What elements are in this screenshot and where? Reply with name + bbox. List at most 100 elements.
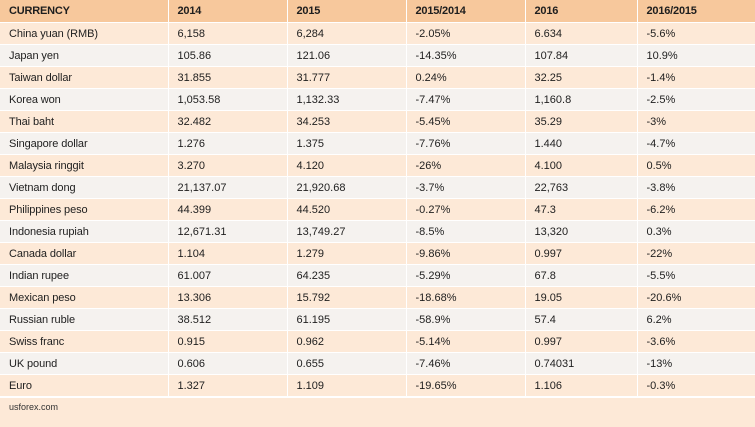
value-cell: 13,320	[525, 220, 638, 243]
value-cell: -3.6%	[637, 330, 755, 353]
value-cell: 1,132.33	[287, 88, 407, 111]
currency-name-cell: UK pound	[0, 352, 169, 375]
table-row: Japan yen 105.86 121.06 -14.35% 107.84 10.9%	[0, 44, 755, 67]
value-cell: 4.120	[287, 154, 407, 177]
table-row: Mexican peso 13.306 15.792 -18.68% 19.05 -20.…	[0, 286, 755, 309]
value-cell: 4.100	[525, 154, 638, 177]
currency-name-cell: Taiwan dollar	[0, 66, 169, 89]
value-cell: 31.855	[168, 66, 288, 89]
value-cell: -2.5%	[637, 88, 755, 111]
value-cell: 0.3%	[637, 220, 755, 243]
currency-name-cell: Japan yen	[0, 44, 169, 67]
value-cell: 44.399	[168, 198, 288, 221]
value-cell: 1.109	[287, 374, 407, 397]
value-cell: -4.7%	[637, 132, 755, 155]
value-cell: -3.8%	[637, 176, 755, 199]
value-cell: 0.915	[168, 330, 288, 353]
value-cell: 1,160.8	[525, 88, 638, 111]
table-row: Vietnam dong 21,137.07 21,920.68 -3.7% 22,76…	[0, 176, 755, 199]
value-cell: -0.3%	[637, 374, 755, 397]
value-cell: 0.997	[525, 242, 638, 265]
value-cell: 34.253	[287, 110, 407, 133]
value-cell: 13,749.27	[287, 220, 407, 243]
currency-name-cell: Vietnam dong	[0, 176, 169, 199]
value-cell: 6.634	[525, 22, 638, 45]
table-row: Indian rupee 61.007 64.235 -5.29% 67.8 -5.5%	[0, 264, 755, 287]
value-cell: -22%	[637, 242, 755, 265]
currency-name-cell: Mexican peso	[0, 286, 169, 309]
value-cell: 22,763	[525, 176, 638, 199]
value-cell: 31.777	[287, 66, 407, 89]
value-cell: 3.270	[168, 154, 288, 177]
value-cell: 1,053.58	[168, 88, 288, 111]
value-cell: -20.6%	[637, 286, 755, 309]
table-row: Thai baht 32.482 34.253 -5.45% 35.29 -3%	[0, 110, 755, 133]
value-cell: 13.306	[168, 286, 288, 309]
value-cell: 107.84	[525, 44, 638, 67]
value-cell: 1.440	[525, 132, 638, 155]
value-cell: 67.8	[525, 264, 638, 287]
column-header-2015: 2015	[287, 0, 407, 23]
value-cell: 1.279	[287, 242, 407, 265]
currency-name-cell: Indian rupee	[0, 264, 169, 287]
value-cell: 15.792	[287, 286, 407, 309]
table-row: Malaysia ringgit 3.270 4.120 -26% 4.100 0.5%	[0, 154, 755, 177]
value-cell: -5.5%	[637, 264, 755, 287]
table-row: Taiwan dollar 31.855 31.777 0.24% 32.25 -1.4%	[0, 66, 755, 89]
value-cell: -7.46%	[406, 352, 526, 375]
value-cell: 64.235	[287, 264, 407, 287]
table-row: Korea won 1,053.58 1,132.33 -7.47% 1,160.8 -2…	[0, 88, 755, 111]
value-cell: 1.104	[168, 242, 288, 265]
value-cell: -19.65%	[406, 374, 526, 397]
value-cell: 6,158	[168, 22, 288, 45]
value-cell: 1.375	[287, 132, 407, 155]
table-row: UK pound 0.606 0.655 -7.46% 0.74031 -13%	[0, 352, 755, 375]
value-cell: -3.7%	[406, 176, 526, 199]
table-row: Swiss franc 0.915 0.962 -5.14% 0.997 -3.6%	[0, 330, 755, 353]
value-cell: 121.06	[287, 44, 407, 67]
value-cell: 1.276	[168, 132, 288, 155]
table-row: Indonesia rupiah 12,671.31 13,749.27 -8.5% 1…	[0, 220, 755, 243]
value-cell: 0.24%	[406, 66, 526, 89]
value-cell: 6,284	[287, 22, 407, 45]
value-cell: 57.4	[525, 308, 638, 331]
column-header-2015-2014: 2015/2014	[406, 0, 526, 23]
value-cell: 12,671.31	[168, 220, 288, 243]
value-cell: 21,137.07	[168, 176, 288, 199]
table-body: China yuan (RMB) 6,158 6,284 -2.05% 6.634 -5.…	[0, 22, 755, 397]
value-cell: 0.997	[525, 330, 638, 353]
value-cell: 21,920.68	[287, 176, 407, 199]
value-cell: -18.68%	[406, 286, 526, 309]
table-row: China yuan (RMB) 6,158 6,284 -2.05% 6.634 -5.…	[0, 22, 755, 45]
currency-name-cell: Malaysia ringgit	[0, 154, 169, 177]
value-cell: -7.76%	[406, 132, 526, 155]
value-cell: 0.962	[287, 330, 407, 353]
column-header-2016-2015: 2016/2015	[637, 0, 755, 23]
value-cell: 47.3	[525, 198, 638, 221]
value-cell: 105.86	[168, 44, 288, 67]
table-row: Singapore dollar 1.276 1.375 -7.76% 1.440 -4.…	[0, 132, 755, 155]
value-cell: -9.86%	[406, 242, 526, 265]
value-cell: 61.007	[168, 264, 288, 287]
value-cell: -2.05%	[406, 22, 526, 45]
value-cell: -5.45%	[406, 110, 526, 133]
value-cell: -5.14%	[406, 330, 526, 353]
value-cell: 10.9%	[637, 44, 755, 67]
column-header-2014: 2014	[168, 0, 288, 23]
table-row: Canada dollar 1.104 1.279 -9.86% 0.997 -22%	[0, 242, 755, 265]
source-note: usforex.com	[0, 397, 755, 427]
value-cell: 61.195	[287, 308, 407, 331]
value-cell: 38.512	[168, 308, 288, 331]
column-header-currency: CURRENCY	[0, 0, 169, 23]
value-cell: -13%	[637, 352, 755, 375]
table-row: Euro 1.327 1.109 -19.65% 1.106 -0.3%	[0, 374, 755, 397]
currency-name-cell: Philippines peso	[0, 198, 169, 221]
table-row: Russian ruble 38.512 61.195 -58.9% 57.4 6.2%	[0, 308, 755, 331]
currency-name-cell: Singapore dollar	[0, 132, 169, 155]
value-cell: 32.482	[168, 110, 288, 133]
value-cell: 0.74031	[525, 352, 638, 375]
value-cell: 1.327	[168, 374, 288, 397]
value-cell: 0.606	[168, 352, 288, 375]
value-cell: 0.655	[287, 352, 407, 375]
